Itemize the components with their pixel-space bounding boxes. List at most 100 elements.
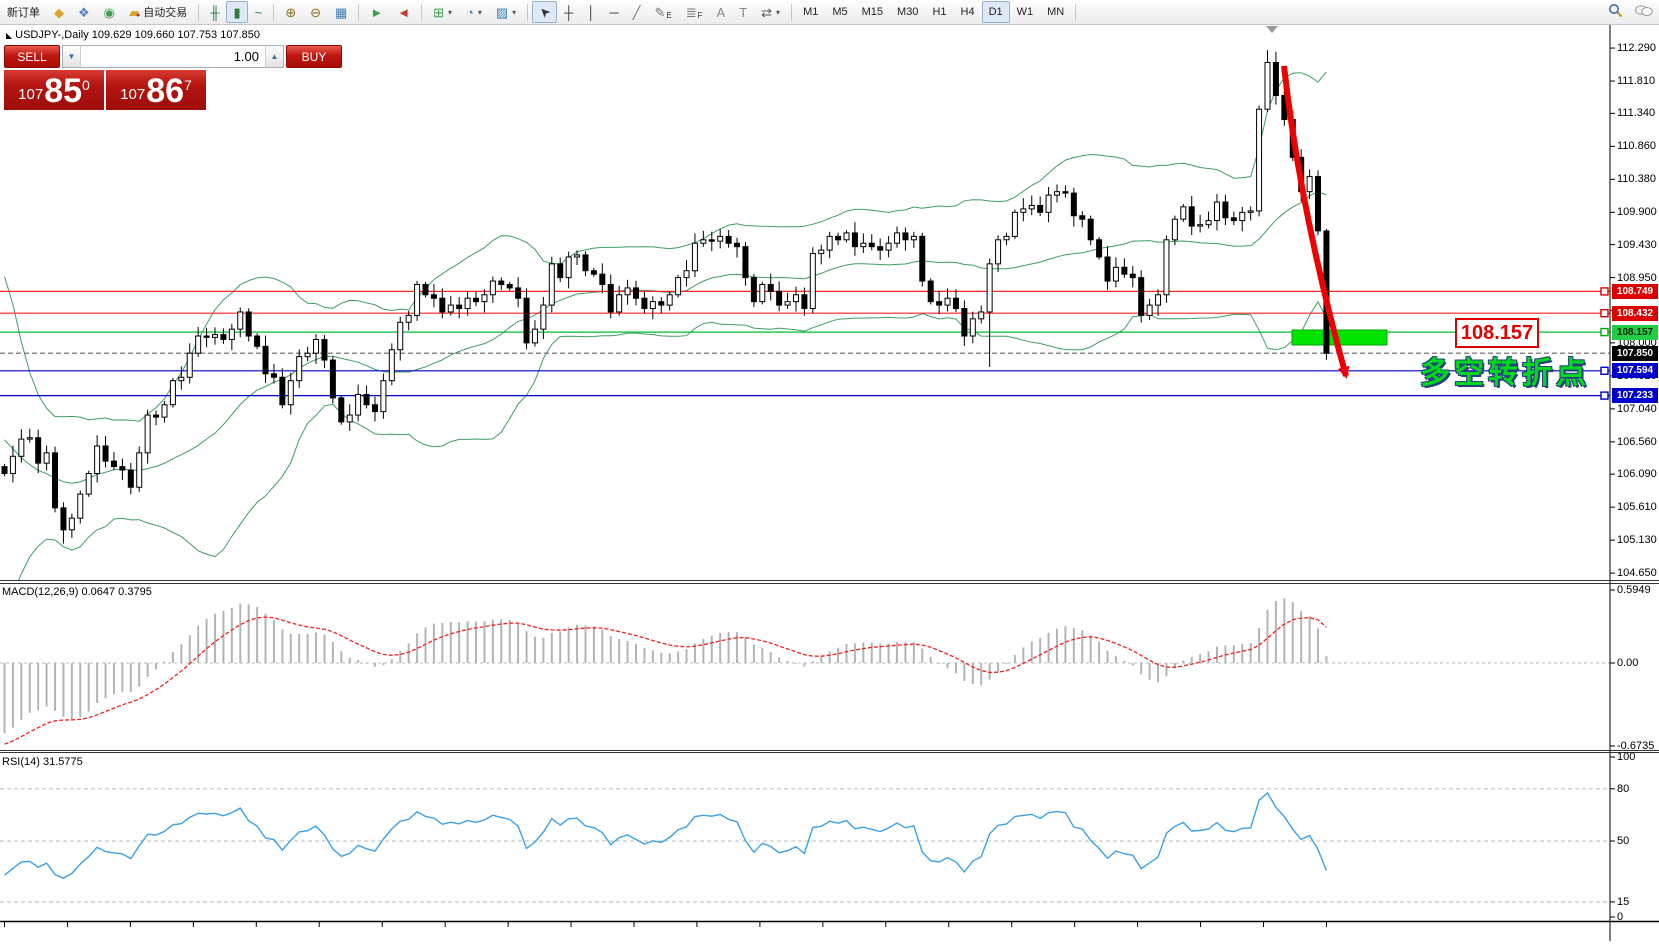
candle — [1306, 176, 1313, 193]
candle — [127, 469, 134, 488]
rsi-tick: 15 — [1617, 895, 1630, 908]
buy-price-display[interactable]: 107 86 7 — [106, 70, 206, 110]
chart-icon: ◣ — [6, 31, 13, 40]
search-icon[interactable] — [1608, 3, 1623, 21]
tf-h1[interactable]: H1 — [932, 6, 947, 18]
chat-icon[interactable] — [1635, 4, 1653, 21]
candle — [371, 404, 378, 413]
tf-m15[interactable]: M15 — [861, 6, 884, 18]
candle — [607, 283, 614, 313]
fibonacci-icon[interactable]: ≣ F — [685, 4, 703, 20]
candle — [708, 239, 715, 242]
toolbar-separator — [527, 3, 529, 21]
tf-w1[interactable]: W1 — [1016, 6, 1034, 18]
candle — [531, 328, 538, 344]
line-chart-icon[interactable]: ~ — [254, 4, 263, 20]
chart-shift-icon[interactable]: ◄ — [397, 4, 411, 20]
candle — [68, 517, 75, 531]
text-icon[interactable]: A — [716, 4, 726, 20]
candle — [734, 242, 741, 248]
candle — [986, 263, 993, 313]
trendline-icon[interactable]: ╱ — [632, 4, 641, 20]
tf-m5[interactable]: M5 — [832, 6, 848, 18]
crosshair-icon[interactable]: ┼ — [564, 4, 574, 20]
zoom-in-icon[interactable]: ⊕ — [285, 4, 297, 20]
period-icon[interactable]: ◔ ▾ — [465, 4, 482, 20]
turning-point-annotation[interactable]: 多空转折点 — [1420, 357, 1590, 390]
bars-chart-icon[interactable]: ╫ — [210, 4, 220, 20]
text-label-icon[interactable]: T — [739, 4, 748, 20]
tf-m30[interactable]: M30 — [897, 6, 919, 18]
cursor-icon[interactable]: ➤ — [532, 1, 558, 23]
line-anchor — [1600, 287, 1609, 296]
sell-price-big: 85 — [44, 72, 83, 110]
price-tick-110.860: 110.860 — [1617, 140, 1656, 153]
market-watch-icon[interactable]: ◆ — [54, 4, 64, 20]
candlestick-chart-icon[interactable]: ▮ — [226, 1, 248, 23]
tf-mn[interactable]: MN — [1047, 6, 1065, 18]
price-badge-107.850: 107.850 — [1612, 345, 1658, 361]
candle — [169, 380, 176, 406]
price-badge-108.749: 108.749 — [1612, 283, 1658, 299]
support-price-label[interactable]: 108.157 — [1455, 318, 1539, 348]
autoscroll-icon[interactable]: ► — [370, 4, 384, 20]
candle — [43, 452, 50, 464]
candle — [355, 393, 362, 416]
vertical-line-icon[interactable]: │ — [587, 4, 596, 20]
rsi-tick: 50 — [1617, 835, 1630, 847]
tf-h4[interactable]: H4 — [960, 6, 975, 18]
volume-down-button[interactable]: ▼ — [63, 46, 81, 67]
candle — [826, 235, 833, 251]
candle — [902, 232, 909, 241]
price-tick-106.560: 106.560 — [1617, 435, 1657, 448]
indicators-icon[interactable]: ▨ ▾ — [495, 4, 517, 20]
candle — [818, 249, 825, 255]
candle — [961, 308, 968, 337]
tf-m1[interactable]: M1 — [803, 6, 819, 18]
arrows-tool-icon[interactable]: ⇄ ▾ — [761, 4, 781, 20]
candle — [473, 297, 480, 303]
macd-label: MACD(12,26,9) 0.0647 0.3795 — [2, 586, 152, 598]
new-order-button[interactable]: 新订单 — [7, 7, 40, 19]
candle — [85, 472, 92, 495]
tf-d1[interactable]: D1 — [981, 1, 1010, 23]
navigator-icon[interactable]: ◉ — [103, 4, 115, 20]
candle — [894, 232, 901, 244]
tile-windows-icon[interactable]: ▦ — [335, 4, 348, 20]
sell-price-display[interactable]: 107 85 0 — [4, 70, 104, 110]
candle — [304, 352, 311, 358]
volume-up-button[interactable]: ▲ — [265, 46, 283, 67]
horizontal-line-icon[interactable]: ─ — [609, 4, 619, 20]
candle — [944, 297, 951, 306]
candle — [1213, 201, 1220, 222]
candle — [1096, 239, 1103, 258]
autotrading-button[interactable]: ▰ ● 自动交易 — [129, 4, 188, 20]
candle — [464, 297, 471, 310]
sell-button[interactable]: SELL — [4, 45, 60, 68]
channel-icon[interactable]: ✎ E — [654, 4, 672, 20]
rsi-label: RSI(14) 31.5775 — [2, 756, 83, 768]
candle — [1247, 210, 1254, 213]
candle — [1138, 277, 1145, 316]
candle — [363, 393, 370, 406]
candle — [110, 460, 117, 468]
new-chart-icon[interactable]: ⊞ ▾ — [433, 4, 452, 20]
candle — [666, 294, 673, 306]
macd-tick: 0.5949 — [1617, 584, 1651, 596]
sell-price-pip: 0 — [82, 77, 90, 93]
price-tick-111.810: 111.810 — [1617, 75, 1656, 88]
buy-button[interactable]: BUY — [286, 45, 342, 68]
candle — [868, 242, 875, 248]
candle — [228, 328, 235, 340]
zoom-out-icon[interactable]: ⊖ — [310, 4, 322, 20]
volume-input[interactable] — [81, 46, 265, 67]
price-tick-110.380: 110.380 — [1617, 173, 1656, 186]
candle — [1197, 224, 1204, 227]
price-tick-105.130: 105.130 — [1617, 534, 1657, 547]
candle — [776, 290, 783, 306]
candle — [1163, 239, 1170, 296]
data-window-icon[interactable]: ❖ — [78, 4, 90, 20]
candle — [186, 352, 193, 378]
